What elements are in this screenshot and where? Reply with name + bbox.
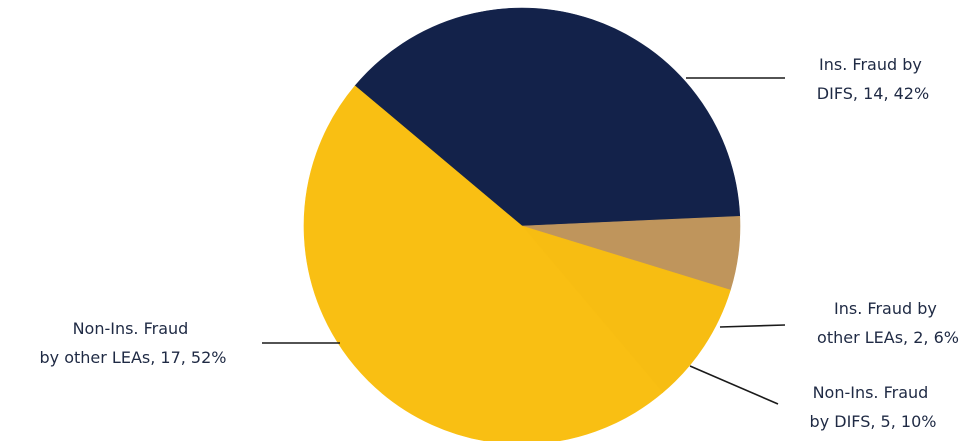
slice-label-ins-fraud-other-leas: Ins. Fraud by other LEAs, 2, 6%: [817, 299, 959, 347]
leader-line-non-ins-fraud-difs: [690, 366, 778, 404]
leader-line-ins-fraud-other-leas: [720, 325, 785, 327]
pie-slices: [304, 8, 740, 441]
slice-label-non-ins-fraud-other-leas: Non-Ins. Fraud by other LEAs, 17, 52%: [40, 319, 227, 367]
slice-label-ins-fraud-difs: Ins. Fraud by DIFS, 14, 42%: [817, 55, 929, 103]
slice-label-non-ins-fraud-difs: Non-Ins. Fraud by DIFS, 5, 10%: [810, 383, 937, 431]
